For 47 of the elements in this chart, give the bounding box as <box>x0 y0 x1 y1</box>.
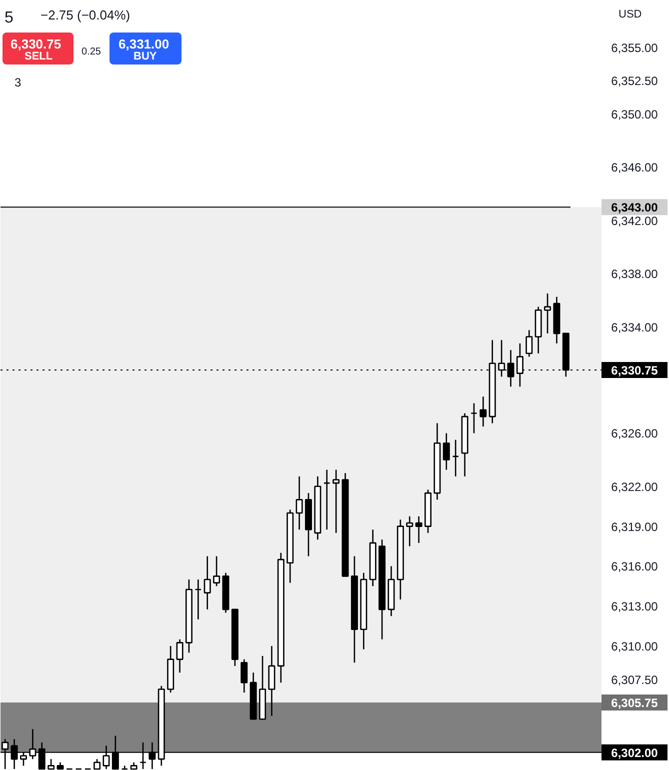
candlestick <box>470 402 478 434</box>
candlestick <box>406 516 414 547</box>
candlestick <box>268 645 276 716</box>
candlestick <box>415 516 422 544</box>
candlestick <box>332 469 340 534</box>
annotation: 0.25 <box>82 46 102 58</box>
y-tick-label: 6,350.00 <box>611 107 658 122</box>
y-tick-label: 6,326.00 <box>611 426 658 441</box>
y-tick-label: 6,352.50 <box>611 74 658 88</box>
candlestick <box>94 758 101 770</box>
candlestick <box>480 396 487 428</box>
y-tick-label: 6,322.00 <box>611 480 658 494</box>
y-tick-label: 6,307.50 <box>611 672 658 687</box>
candlestick <box>452 439 460 478</box>
annotation: 6,331.00 <box>118 36 170 52</box>
y-tick-label: 6,313.00 <box>611 600 658 614</box>
y-tick-label: 6,355.00 <box>611 40 658 55</box>
annotation: BUY <box>134 50 158 62</box>
text: 5 <box>4 10 14 26</box>
annotation: 6,330.75 <box>10 36 62 52</box>
candlestick <box>176 638 184 674</box>
band-label: 6,305.75 <box>611 696 658 710</box>
text: −2.75 (−0.04%) <box>40 8 130 22</box>
candlestick <box>48 758 55 770</box>
candlestick <box>544 292 552 334</box>
ref-line-label: 6,302.00 <box>611 746 658 760</box>
y-tick-label: 6,319.00 <box>611 520 658 534</box>
y-tick-label: 6,334.00 <box>611 320 658 334</box>
annotation: 3 <box>14 76 22 90</box>
y-tick-label: 6,346.00 <box>611 160 658 175</box>
candlestick <box>121 765 128 770</box>
candlestick <box>194 578 202 620</box>
candlestick <box>323 469 330 530</box>
y-tick-label: 6,316.00 <box>611 560 658 574</box>
candlestick <box>204 556 211 610</box>
candlestick <box>213 556 220 587</box>
candlestick <box>442 432 450 470</box>
y-tick-label: 6,342.00 <box>611 214 658 228</box>
annotation: SELL <box>24 50 53 62</box>
ref-line-label: 6,330.75 <box>611 364 658 378</box>
candlestick <box>296 476 303 530</box>
candlestick <box>526 329 533 358</box>
y-tick-label: 6,310.00 <box>611 640 658 654</box>
y-tick-label: 6,338.00 <box>611 267 658 282</box>
candlestick <box>240 658 248 694</box>
band-label: 6,343.00 <box>611 200 658 215</box>
text: USD <box>618 8 642 20</box>
